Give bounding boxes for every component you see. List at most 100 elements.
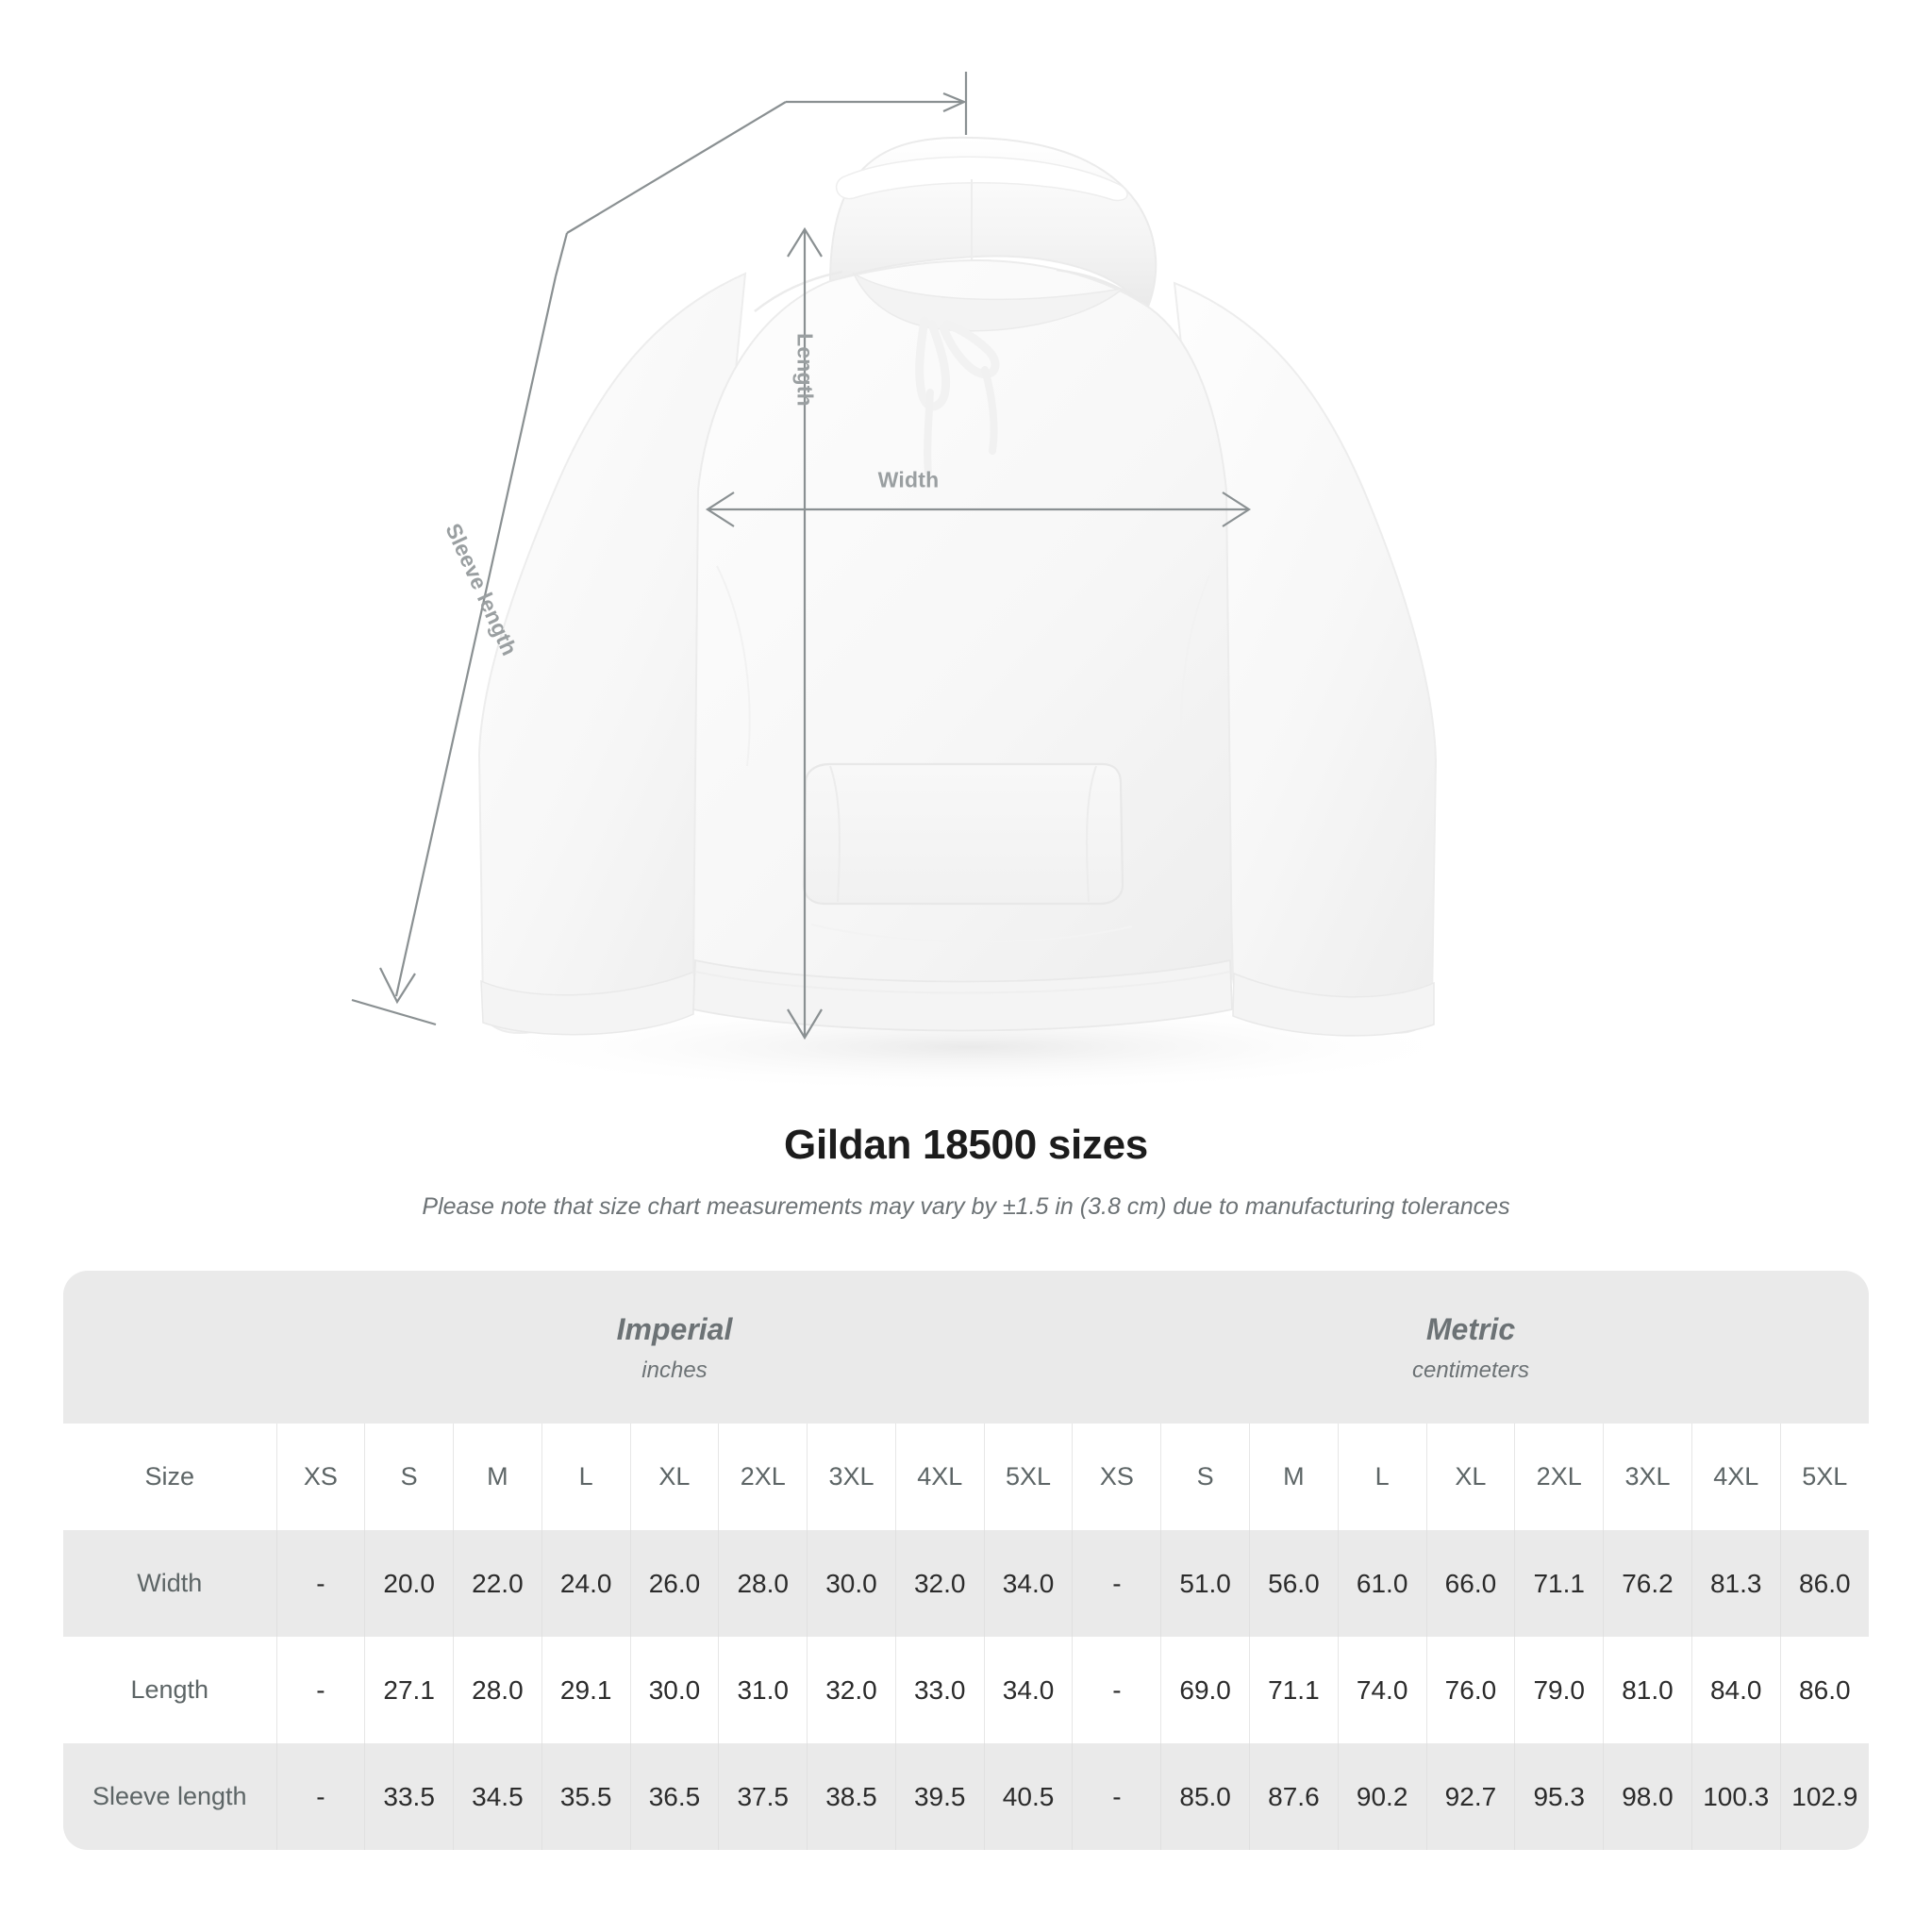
cell-length-metric-xl: 76.0: [1425, 1637, 1515, 1743]
table-corner-cell: [63, 1271, 276, 1424]
cell-sleeve-length-metric-s: 85.0: [1160, 1743, 1250, 1850]
cell-sleeve-length-metric-4xl: 100.3: [1690, 1743, 1781, 1850]
cell-width-metric-l: 61.0: [1337, 1530, 1427, 1637]
cell-sleeve-length-imperial-m: 34.5: [453, 1743, 542, 1850]
cell-length-imperial-3xl: 32.0: [807, 1637, 896, 1743]
cell-length-metric-m: 71.1: [1249, 1637, 1339, 1743]
size-header-3xl-imperial: 3XL: [807, 1424, 896, 1530]
cell-length-metric-2xl: 79.0: [1514, 1637, 1604, 1743]
table-row: Sleeve length -33.5 34.5 35.5 36.5 37.5 38.5 39…: [63, 1743, 1869, 1850]
cell-width-imperial-l: 24.0: [541, 1530, 631, 1637]
unit-system-header-row: Imperial inches Metric centimeters: [63, 1271, 1869, 1424]
unit-system-header-metric: Metric centimeters: [1072, 1271, 1869, 1424]
unit-system-name: Metric: [1425, 1311, 1516, 1346]
cell-length-imperial-5xl: 34.0: [983, 1637, 1073, 1743]
cell-sleeve-length-metric-xl: 92.7: [1425, 1743, 1515, 1850]
cell-length-imperial-xs: -: [275, 1637, 365, 1743]
width-arrow: [705, 491, 1252, 527]
size-header-xs-metric: XS: [1072, 1424, 1161, 1530]
cell-length-metric-5xl: 86.0: [1779, 1637, 1869, 1743]
cell-width-imperial-5xl: 34.0: [983, 1530, 1073, 1637]
length-dimension-label: Length: [792, 333, 818, 407]
cell-sleeve-length-metric-xs: -: [1072, 1743, 1161, 1850]
cell-length-metric-l: 74.0: [1337, 1637, 1427, 1743]
cell-width-metric-m: 56.0: [1249, 1530, 1339, 1637]
width-dimension-label: Width: [877, 467, 940, 492]
hoodie-graphic: [477, 136, 1438, 1037]
cell-width-metric-3xl: 76.2: [1603, 1530, 1692, 1637]
size-header-xl-imperial: XL: [629, 1424, 719, 1530]
cell-length-metric-4xl: 84.0: [1690, 1637, 1781, 1743]
size-header-5xl-imperial: 5XL: [983, 1424, 1073, 1530]
tolerance-note: Please note that size chart measurements…: [422, 1193, 1510, 1221]
size-header-m-metric: M: [1249, 1424, 1339, 1530]
size-header-4xl-metric: 4XL: [1690, 1424, 1781, 1530]
size-header-s-metric: S: [1160, 1424, 1250, 1530]
cell-sleeve-length-imperial-3xl: 38.5: [807, 1743, 896, 1850]
table-row: Length -27.1 28.0 29.1 30.0 31.0 32.0 33.0 34.0-…: [63, 1637, 1869, 1743]
cell-width-imperial-m: 22.0: [453, 1530, 542, 1637]
cell-sleeve-length-imperial-s: 33.5: [364, 1743, 454, 1850]
measurement-lines: [351, 72, 1252, 1041]
cell-width-metric-xl: 66.0: [1425, 1530, 1515, 1637]
cell-length-imperial-2xl: 31.0: [718, 1637, 808, 1743]
size-header-2xl-metric: 2XL: [1514, 1424, 1604, 1530]
cell-length-imperial-m: 28.0: [453, 1637, 542, 1743]
cell-width-imperial-3xl: 30.0: [807, 1530, 896, 1637]
cell-sleeve-length-metric-2xl: 95.3: [1514, 1743, 1604, 1850]
cell-sleeve-length-metric-5xl: 102.9: [1779, 1743, 1869, 1850]
cell-sleeve-length-imperial-2xl: 37.5: [718, 1743, 808, 1850]
cell-sleeve-length-imperial-xl: 36.5: [629, 1743, 719, 1850]
cell-length-imperial-xl: 30.0: [629, 1637, 719, 1743]
size-header-2xl-imperial: 2XL: [718, 1424, 808, 1530]
measurement-label-length: Length: [63, 1637, 276, 1743]
cell-length-metric-xs: -: [1072, 1637, 1161, 1743]
measurement-label-width: Width: [63, 1530, 276, 1637]
length-arrow: [787, 226, 823, 1041]
title-block: Gildan 18500 sizes Please note that size…: [0, 1122, 1932, 1221]
size-header-3xl-metric: 3XL: [1603, 1424, 1692, 1530]
size-chart-table-container: Imperial inches Metric centimeters Size XS S M L…: [63, 1271, 1869, 1850]
cell-sleeve-length-imperial-xs: -: [275, 1743, 365, 1850]
size-header-xs-imperial: XS: [275, 1424, 365, 1530]
cell-width-metric-2xl: 71.1: [1514, 1530, 1604, 1637]
measurement-label-sleeve-length: Sleeve length: [63, 1743, 276, 1850]
size-header-m-imperial: M: [453, 1424, 542, 1530]
page-title: Gildan 18500 sizes: [784, 1122, 1148, 1168]
unit-system-unit: centimeters: [1411, 1357, 1530, 1383]
cell-width-imperial-4xl: 32.0: [894, 1530, 985, 1637]
cell-sleeve-length-imperial-4xl: 39.5: [894, 1743, 985, 1850]
size-header-s-imperial: S: [364, 1424, 454, 1530]
size-header-5xl-metric: 5XL: [1779, 1424, 1869, 1530]
cell-width-metric-xs: -: [1072, 1530, 1161, 1637]
size-chart-table: Imperial inches Metric centimeters Size XS S M L…: [63, 1271, 1869, 1850]
cell-width-imperial-s: 20.0: [364, 1530, 454, 1637]
cell-width-imperial-2xl: 28.0: [718, 1530, 808, 1637]
cell-length-metric-3xl: 81.0: [1603, 1637, 1692, 1743]
garment-illustration: [351, 72, 1481, 1092]
cell-width-metric-s: 51.0: [1160, 1530, 1250, 1637]
cell-width-metric-4xl: 81.3: [1690, 1530, 1781, 1637]
cell-length-imperial-l: 29.1: [541, 1637, 631, 1743]
cell-width-metric-5xl: 86.0: [1779, 1530, 1869, 1637]
garment-diagram: Length Width Sleeve length: [351, 72, 1481, 1092]
size-header-row: Size XS S M L XL 2XL 3XL 4XL 5XL XS S M L XL 2XL 3XL 4XL 5…: [63, 1424, 1869, 1530]
cell-length-imperial-s: 27.1: [364, 1637, 454, 1743]
cell-length-metric-s: 69.0: [1160, 1637, 1250, 1743]
size-header-l-imperial: L: [541, 1424, 631, 1530]
size-header-4xl-imperial: 4XL: [894, 1424, 985, 1530]
cell-width-imperial-xl: 26.0: [629, 1530, 719, 1637]
sleeve-length-arrow: [351, 72, 968, 1026]
unit-system-unit: inches: [641, 1357, 708, 1383]
cell-length-imperial-4xl: 33.0: [894, 1637, 985, 1743]
size-column-header: Size: [63, 1424, 276, 1530]
size-header-xl-metric: XL: [1425, 1424, 1515, 1530]
cell-sleeve-length-metric-3xl: 98.0: [1603, 1743, 1692, 1850]
cell-width-imperial-xs: -: [275, 1530, 365, 1637]
unit-system-header-imperial: Imperial inches: [276, 1271, 1073, 1424]
cell-sleeve-length-metric-l: 90.2: [1337, 1743, 1427, 1850]
cell-sleeve-length-imperial-l: 35.5: [541, 1743, 631, 1850]
unit-system-name: Imperial: [616, 1311, 733, 1346]
cell-sleeve-length-imperial-5xl: 40.5: [983, 1743, 1073, 1850]
cell-sleeve-length-metric-m: 87.6: [1249, 1743, 1339, 1850]
